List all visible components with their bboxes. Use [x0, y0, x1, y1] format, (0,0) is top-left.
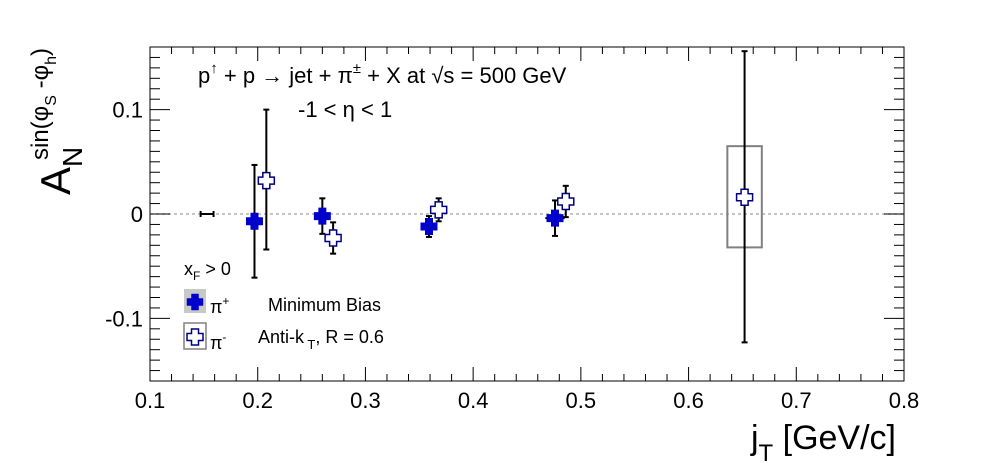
legend-header: xF > 0: [184, 259, 231, 283]
legend-note-2: Anti-k T, R = 0.6: [258, 327, 384, 352]
data-point-piminus: [735, 188, 754, 207]
y-tick-label: 0.1: [112, 98, 143, 123]
axis-ticks: [149, 46, 905, 382]
data-point-piminus: [429, 201, 448, 219]
annotation-line-2: -1 < η < 1: [298, 97, 392, 122]
x-tick-label: 0.8: [889, 388, 920, 413]
tick-labels: 0.1 0.2 0.3 0.4 0.5 0.6 0.7 0.8 -0.1 0 0.1: [105, 98, 919, 413]
data-point-piplus: [313, 207, 331, 225]
data-point-piplus: [546, 209, 564, 227]
data-marks: [199, 50, 763, 344]
legend-piminus-label: π-: [210, 330, 226, 353]
x-tick-label: 0.2: [242, 388, 273, 413]
data-point-piplus: [420, 218, 438, 236]
data-point-piminus: [324, 229, 342, 247]
x-tick-label: 0.7: [781, 388, 812, 413]
y-tick-label: 0: [131, 202, 143, 227]
x-tick-label: 0.1: [135, 388, 166, 413]
data-point-piminus: [257, 171, 276, 190]
svg-text:sin(φS -φh): sin(φS -φh): [27, 48, 60, 160]
x-tick-label: 0.3: [350, 388, 381, 413]
legend: xF > 0 π+ Minimum Bias π- Anti-k T, R = …: [183, 259, 384, 353]
legend-piplus-label: π+: [210, 294, 229, 317]
x-axis-title: jT [GeV/c]: [750, 419, 896, 467]
legend-piplus-marker: [186, 293, 204, 311]
x-tick-label: 0.4: [458, 388, 489, 413]
legend-piminus-marker: [186, 328, 204, 346]
x-tick-label: 0.5: [566, 388, 597, 413]
x-tick-label: 0.6: [673, 388, 704, 413]
legend-note-1: Minimum Bias: [268, 295, 381, 315]
y-axis-title: AN sin(φS -φh): [27, 48, 88, 195]
y-tick-label: -0.1: [105, 306, 143, 331]
data-point-piminus: [557, 192, 575, 211]
data-point-piplus: [245, 212, 263, 230]
annotation-line-1: p↑ + p → jet + π± + X at √s = 500 GeV: [198, 60, 567, 88]
